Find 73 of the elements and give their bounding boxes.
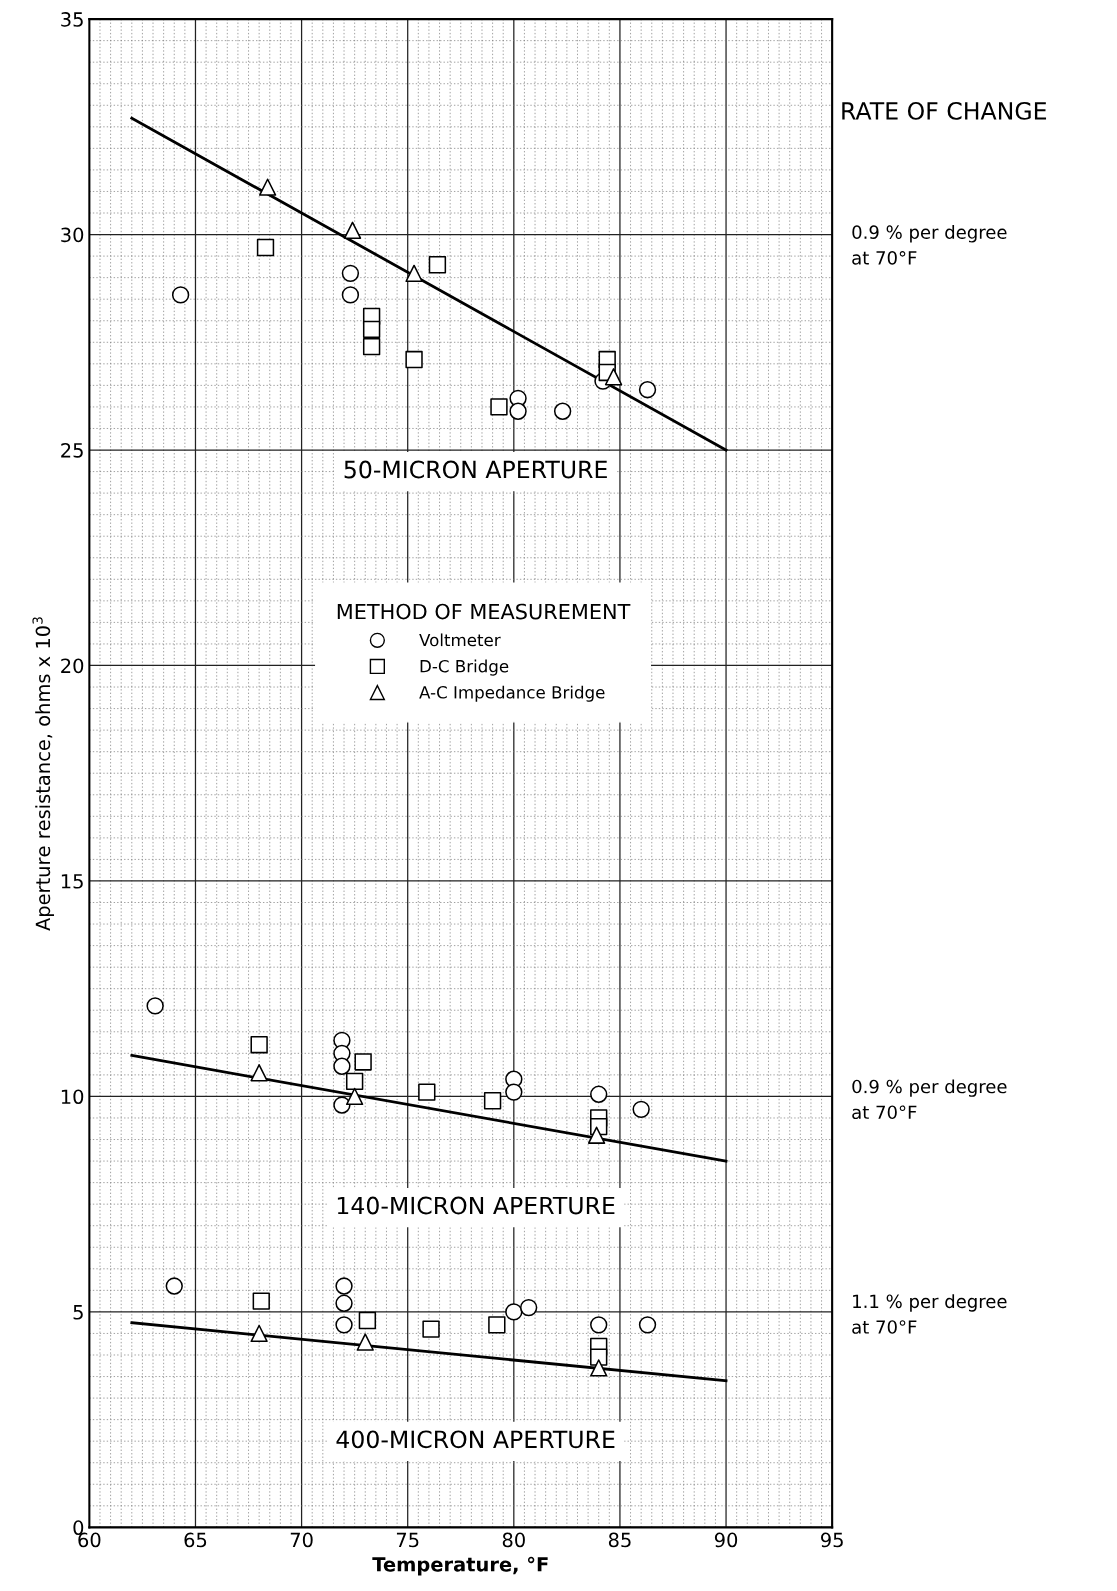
x-tick-label: 85 (608, 1532, 631, 1548)
text: 0.9 % per degree at 70°F (852, 1079, 1007, 1120)
y-axis-title: Aperture resistance, ohms x 10$^{3}$ (32, 617, 55, 931)
point (256, 238, 275, 257)
y-tick-label: 10 (61, 1089, 84, 1105)
x-tick-label: 80 (502, 1532, 525, 1548)
point (587, 1126, 606, 1144)
point (250, 1064, 268, 1082)
point (405, 264, 423, 283)
point (341, 286, 360, 304)
y-tick-label: 30 (61, 227, 84, 243)
x-tick-label: 65 (184, 1532, 207, 1548)
point (356, 1333, 374, 1351)
point (632, 1100, 650, 1119)
legend-label: D-C Bridge (420, 659, 509, 676)
annotation: 140-MICRON APERTURE (337, 1196, 615, 1215)
point (509, 402, 527, 420)
point (604, 368, 623, 386)
point (146, 997, 164, 1015)
point (343, 221, 362, 239)
point (335, 1316, 353, 1334)
point (354, 1053, 372, 1071)
legend-label: A-C Impedance Bridge (419, 685, 605, 702)
x-axis-title: Temperature, °F (372, 1556, 548, 1576)
y-tick-label: 35 (61, 12, 83, 27)
point (590, 1348, 608, 1366)
point (335, 1294, 353, 1312)
point (590, 1359, 608, 1377)
point (358, 1311, 377, 1330)
text: 1.1 % per degree at 70°F (852, 1294, 1007, 1334)
point (341, 264, 360, 283)
point (638, 381, 657, 399)
point (335, 1277, 353, 1295)
point (362, 337, 381, 356)
x-tick-label: 70 (290, 1532, 313, 1548)
point (638, 1316, 657, 1334)
point (345, 1072, 364, 1091)
text: 0.9 % per degree at 70°F (852, 225, 1007, 265)
point (490, 398, 508, 416)
x-tick-label: 90 (714, 1532, 738, 1548)
y-tick-label: 25 (61, 442, 83, 458)
point (333, 1096, 351, 1114)
point (590, 1316, 608, 1334)
point (422, 1320, 440, 1338)
point (333, 1057, 351, 1075)
point (590, 1085, 608, 1103)
text: RATE OF CHANGE (842, 101, 1047, 120)
point (165, 1277, 183, 1295)
y-tick-label: 20 (61, 658, 84, 674)
point (418, 1083, 436, 1101)
x-tick-label: 75 (396, 1532, 419, 1548)
point (505, 1303, 523, 1321)
point (505, 1083, 523, 1101)
y-tick-label: 5 (73, 1305, 83, 1320)
point (488, 1316, 506, 1334)
x-tick-label: 95 (821, 1532, 843, 1548)
annotation: 50-MICRON APERTURE (344, 460, 607, 479)
legend-title: METHOD OF MEASUREMENT (337, 603, 631, 620)
annotation: 400-MICRON APERTURE (336, 1430, 615, 1449)
point (428, 256, 447, 274)
point (519, 1298, 538, 1317)
point (258, 178, 277, 196)
point (345, 1087, 364, 1106)
point (553, 402, 572, 420)
point (362, 320, 381, 339)
point (250, 1324, 268, 1343)
point (250, 1036, 268, 1054)
y-tick-label: 15 (61, 874, 83, 889)
legend-label: Voltmeter (419, 633, 501, 647)
point (483, 1092, 502, 1110)
point (252, 1292, 270, 1310)
point (171, 286, 190, 304)
point (405, 350, 423, 369)
